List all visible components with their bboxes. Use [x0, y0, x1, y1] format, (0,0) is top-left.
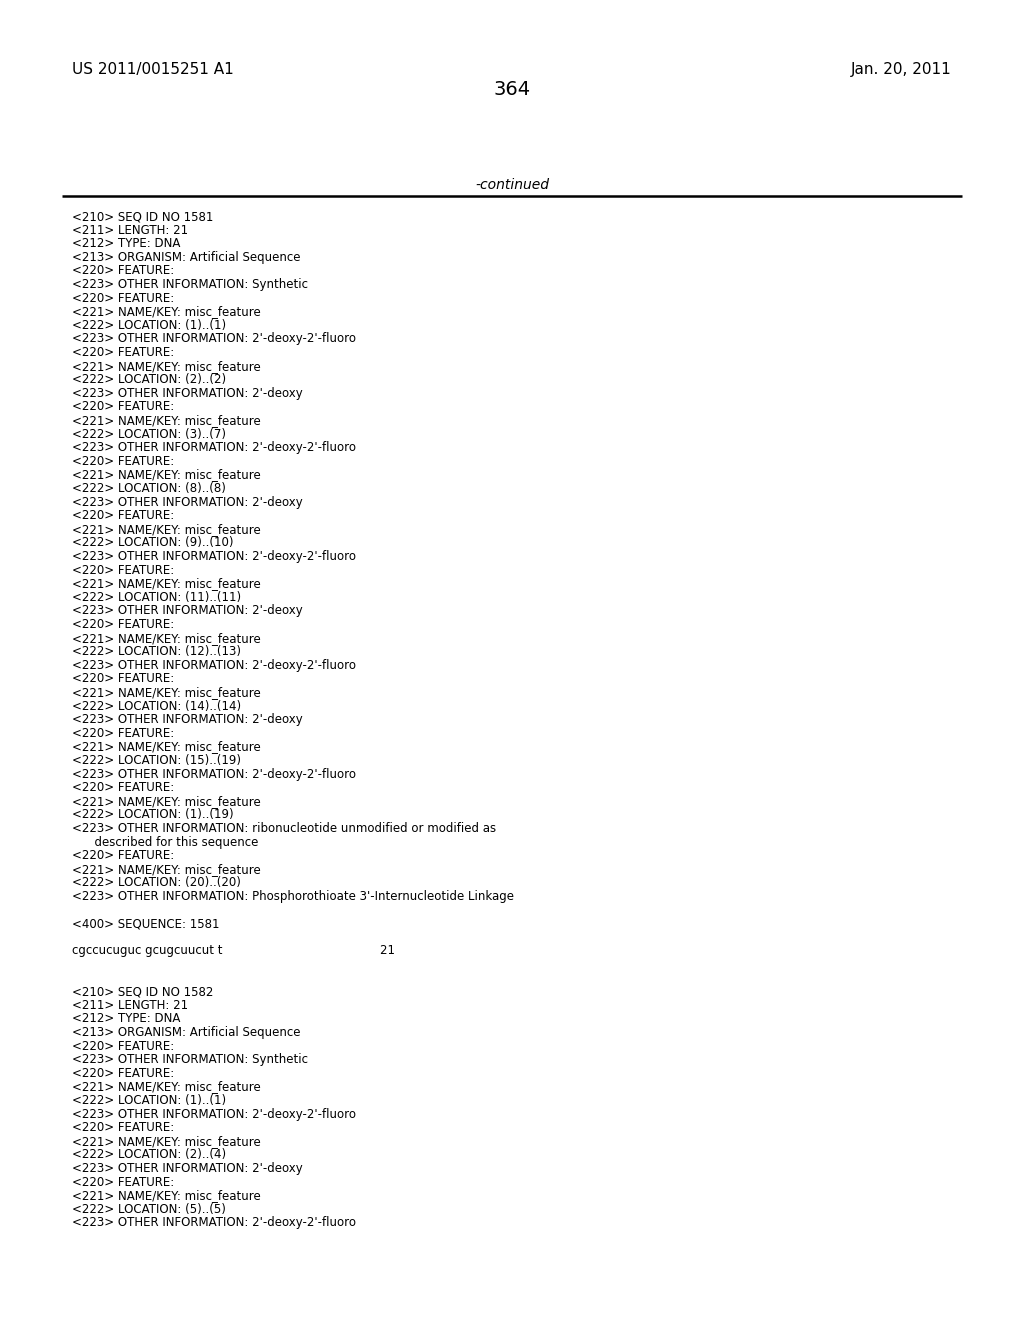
- Text: <400> SEQUENCE: 1581: <400> SEQUENCE: 1581: [72, 917, 219, 931]
- Text: <212> TYPE: DNA: <212> TYPE: DNA: [72, 238, 180, 251]
- Text: <212> TYPE: DNA: <212> TYPE: DNA: [72, 1012, 180, 1026]
- Text: <221> NAME/KEY: misc_feature: <221> NAME/KEY: misc_feature: [72, 686, 261, 700]
- Text: <222> LOCATION: (9)..(10): <222> LOCATION: (9)..(10): [72, 536, 233, 549]
- Text: <221> NAME/KEY: misc_feature: <221> NAME/KEY: misc_feature: [72, 741, 261, 754]
- Text: <220> FEATURE:: <220> FEATURE:: [72, 1040, 174, 1052]
- Text: <222> LOCATION: (5)..(5): <222> LOCATION: (5)..(5): [72, 1203, 226, 1216]
- Text: <222> LOCATION: (8)..(8): <222> LOCATION: (8)..(8): [72, 482, 226, 495]
- Text: <220> FEATURE:: <220> FEATURE:: [72, 1121, 174, 1134]
- Text: <223> OTHER INFORMATION: 2'-deoxy-2'-fluoro: <223> OTHER INFORMATION: 2'-deoxy-2'-flu…: [72, 550, 356, 564]
- Text: <222> LOCATION: (20)..(20): <222> LOCATION: (20)..(20): [72, 876, 241, 890]
- Text: <221> NAME/KEY: misc_feature: <221> NAME/KEY: misc_feature: [72, 1135, 261, 1148]
- Text: <223> OTHER INFORMATION: 2'-deoxy: <223> OTHER INFORMATION: 2'-deoxy: [72, 713, 303, 726]
- Text: <220> FEATURE:: <220> FEATURE:: [72, 1176, 174, 1188]
- Text: <222> LOCATION: (11)..(11): <222> LOCATION: (11)..(11): [72, 591, 241, 603]
- Text: <222> LOCATION: (1)..(19): <222> LOCATION: (1)..(19): [72, 808, 233, 821]
- Text: <223> OTHER INFORMATION: 2'-deoxy: <223> OTHER INFORMATION: 2'-deoxy: [72, 1162, 303, 1175]
- Text: -continued: -continued: [475, 178, 549, 191]
- Text: <220> FEATURE:: <220> FEATURE:: [72, 618, 174, 631]
- Text: <223> OTHER INFORMATION: 2'-deoxy-2'-fluoro: <223> OTHER INFORMATION: 2'-deoxy-2'-flu…: [72, 441, 356, 454]
- Text: <213> ORGANISM: Artificial Sequence: <213> ORGANISM: Artificial Sequence: [72, 251, 300, 264]
- Text: <222> LOCATION: (15)..(19): <222> LOCATION: (15)..(19): [72, 754, 241, 767]
- Text: <220> FEATURE:: <220> FEATURE:: [72, 727, 174, 739]
- Text: <221> NAME/KEY: misc_feature: <221> NAME/KEY: misc_feature: [72, 469, 261, 482]
- Text: <223> OTHER INFORMATION: 2'-deoxy: <223> OTHER INFORMATION: 2'-deoxy: [72, 495, 303, 508]
- Text: <223> OTHER INFORMATION: 2'-deoxy-2'-fluoro: <223> OTHER INFORMATION: 2'-deoxy-2'-flu…: [72, 659, 356, 672]
- Text: <220> FEATURE:: <220> FEATURE:: [72, 564, 174, 577]
- Text: Jan. 20, 2011: Jan. 20, 2011: [851, 62, 952, 77]
- Text: <220> FEATURE:: <220> FEATURE:: [72, 400, 174, 413]
- Text: 364: 364: [494, 81, 530, 99]
- Text: <221> NAME/KEY: misc_feature: <221> NAME/KEY: misc_feature: [72, 577, 261, 590]
- Text: <221> NAME/KEY: misc_feature: <221> NAME/KEY: misc_feature: [72, 414, 261, 426]
- Text: <221> NAME/KEY: misc_feature: <221> NAME/KEY: misc_feature: [72, 795, 261, 808]
- Text: <223> OTHER INFORMATION: Synthetic: <223> OTHER INFORMATION: Synthetic: [72, 279, 308, 290]
- Text: described for this sequence: described for this sequence: [72, 836, 258, 849]
- Text: <222> LOCATION: (3)..(7): <222> LOCATION: (3)..(7): [72, 428, 226, 441]
- Text: <220> FEATURE:: <220> FEATURE:: [72, 292, 174, 305]
- Text: <211> LENGTH: 21: <211> LENGTH: 21: [72, 999, 188, 1012]
- Text: <220> FEATURE:: <220> FEATURE:: [72, 672, 174, 685]
- Text: <220> FEATURE:: <220> FEATURE:: [72, 346, 174, 359]
- Text: US 2011/0015251 A1: US 2011/0015251 A1: [72, 62, 233, 77]
- Text: <211> LENGTH: 21: <211> LENGTH: 21: [72, 223, 188, 236]
- Text: <223> OTHER INFORMATION: 2'-deoxy-2'-fluoro: <223> OTHER INFORMATION: 2'-deoxy-2'-flu…: [72, 768, 356, 780]
- Text: <220> FEATURE:: <220> FEATURE:: [72, 849, 174, 862]
- Text: <221> NAME/KEY: misc_feature: <221> NAME/KEY: misc_feature: [72, 359, 261, 372]
- Text: <220> FEATURE:: <220> FEATURE:: [72, 264, 174, 277]
- Text: <220> FEATURE:: <220> FEATURE:: [72, 781, 174, 795]
- Text: <223> OTHER INFORMATION: 2'-deoxy-2'-fluoro: <223> OTHER INFORMATION: 2'-deoxy-2'-flu…: [72, 333, 356, 346]
- Text: <223> OTHER INFORMATION: 2'-deoxy: <223> OTHER INFORMATION: 2'-deoxy: [72, 387, 303, 400]
- Text: <223> OTHER INFORMATION: Phosphorothioate 3'-Internucleotide Linkage: <223> OTHER INFORMATION: Phosphorothioat…: [72, 890, 514, 903]
- Text: <223> OTHER INFORMATION: 2'-deoxy-2'-fluoro: <223> OTHER INFORMATION: 2'-deoxy-2'-flu…: [72, 1217, 356, 1229]
- Text: <222> LOCATION: (2)..(4): <222> LOCATION: (2)..(4): [72, 1148, 226, 1162]
- Text: <210> SEQ ID NO 1581: <210> SEQ ID NO 1581: [72, 210, 213, 223]
- Text: <223> OTHER INFORMATION: 2'-deoxy: <223> OTHER INFORMATION: 2'-deoxy: [72, 605, 303, 618]
- Text: <222> LOCATION: (2)..(2): <222> LOCATION: (2)..(2): [72, 374, 226, 387]
- Text: <221> NAME/KEY: misc_feature: <221> NAME/KEY: misc_feature: [72, 631, 261, 644]
- Text: <220> FEATURE:: <220> FEATURE:: [72, 455, 174, 467]
- Text: <222> LOCATION: (1)..(1): <222> LOCATION: (1)..(1): [72, 1094, 226, 1107]
- Text: <220> FEATURE:: <220> FEATURE:: [72, 510, 174, 523]
- Text: <223> OTHER INFORMATION: 2'-deoxy-2'-fluoro: <223> OTHER INFORMATION: 2'-deoxy-2'-flu…: [72, 1107, 356, 1121]
- Text: <222> LOCATION: (14)..(14): <222> LOCATION: (14)..(14): [72, 700, 241, 713]
- Text: <221> NAME/KEY: misc_feature: <221> NAME/KEY: misc_feature: [72, 523, 261, 536]
- Text: <210> SEQ ID NO 1582: <210> SEQ ID NO 1582: [72, 985, 213, 998]
- Text: <221> NAME/KEY: misc_feature: <221> NAME/KEY: misc_feature: [72, 305, 261, 318]
- Text: <213> ORGANISM: Artificial Sequence: <213> ORGANISM: Artificial Sequence: [72, 1026, 300, 1039]
- Text: <223> OTHER INFORMATION: Synthetic: <223> OTHER INFORMATION: Synthetic: [72, 1053, 308, 1067]
- Text: <221> NAME/KEY: misc_feature: <221> NAME/KEY: misc_feature: [72, 1080, 261, 1093]
- Text: <223> OTHER INFORMATION: ribonucleotide unmodified or modified as: <223> OTHER INFORMATION: ribonucleotide …: [72, 822, 496, 836]
- Text: <222> LOCATION: (12)..(13): <222> LOCATION: (12)..(13): [72, 645, 241, 659]
- Text: <221> NAME/KEY: misc_feature: <221> NAME/KEY: misc_feature: [72, 1189, 261, 1203]
- Text: <220> FEATURE:: <220> FEATURE:: [72, 1067, 174, 1080]
- Text: <222> LOCATION: (1)..(1): <222> LOCATION: (1)..(1): [72, 319, 226, 331]
- Text: <221> NAME/KEY: misc_feature: <221> NAME/KEY: misc_feature: [72, 863, 261, 875]
- Text: cgccucuguc gcugcuucut t                                          21: cgccucuguc gcugcuucut t 21: [72, 944, 395, 957]
